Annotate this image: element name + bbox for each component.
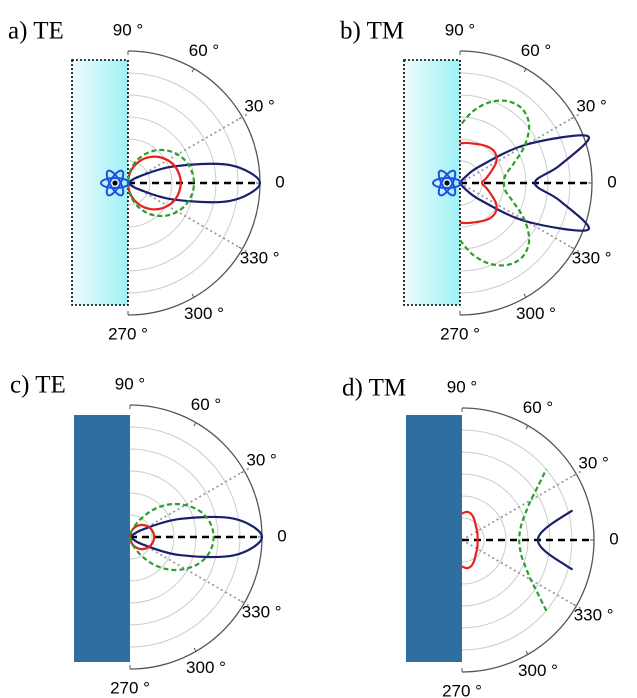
angle-tick-label: 60 ° [189,41,219,60]
angle-tick [193,647,197,652]
angle-tick-label: 0 [277,526,286,545]
grid-ring [461,495,507,585]
dielectric-slab [403,59,461,306]
grid-ring [127,138,173,228]
curve [128,523,156,551]
angle-tick [523,293,527,298]
panel-title: c) TE [10,372,66,399]
reference-line [459,182,580,253]
angle-tick-label: 60 ° [523,398,553,417]
angle-tick-label: 330 ° [240,248,280,267]
reference-line [129,467,250,538]
panel-title: a) TE [8,18,64,45]
grid-ring [129,514,153,560]
emitter-icon [100,169,130,197]
metal-slab [406,415,462,662]
angle-tick-label: 0 [607,172,616,191]
angle-tick-label: 60 ° [191,395,221,414]
curve [128,515,264,559]
grid-ring [461,517,485,563]
curve [126,155,182,211]
panel-c: 90 ° 60 ° 30 ° 0 330 ° 300 ° 270 ° c) TE [10,372,287,698]
angle-tick-label: 30 ° [576,96,606,115]
angle-tick-label: 330 ° [572,248,612,267]
angle-tick [525,650,529,655]
curve [459,141,498,225]
reference-line [127,182,248,253]
metal-slab [74,415,130,662]
orbit [437,169,457,197]
orbit [432,177,462,189]
angle-tick-label: 90 ° [447,377,477,396]
angle-tick [525,425,529,430]
angle-tick-label: 30 ° [578,453,608,472]
angle-tick-label: 30 ° [246,450,276,469]
curve [461,510,479,570]
angle-tick-label: 270 ° [108,324,148,343]
angle-tick [191,293,195,298]
curve [536,509,574,571]
orbit [100,177,130,189]
angle-tick-label: 90 ° [115,374,145,393]
angle-tick-label: 270 ° [440,324,480,343]
curve [126,148,196,218]
nucleus [111,179,119,187]
nucleus [443,179,451,187]
angle-tick-label: 330 ° [242,602,282,621]
angle-tick-label: 300 ° [184,304,224,323]
angle-tick [191,68,195,73]
angle-tick-label: 90 ° [445,20,475,39]
reference-line [127,113,248,184]
angle-tick [523,68,527,73]
orbit [105,169,125,197]
angle-tick [193,422,197,427]
angle-tick-label: 300 ° [518,661,558,680]
orbit [105,169,125,197]
angle-tick-label: 0 [275,172,284,191]
grid-ring [127,116,195,250]
grid-ring [129,492,175,582]
angle-tick-label: 300 ° [186,658,226,677]
dielectric-slab [71,59,129,306]
curve [459,99,531,267]
angle-tick-label: 30 ° [244,96,274,115]
angle-tick-label: 300 ° [516,304,556,323]
reference-line [129,536,250,607]
reference-line [461,539,582,610]
grid-ring [129,470,197,604]
emitter-icon [432,169,462,197]
angle-tick-label: 270 ° [442,681,482,698]
panel-a: 90 ° 60 ° 30 ° 0 330 ° 300 ° 270 ° a) TE [8,18,285,344]
grid-ring [459,116,527,250]
angle-tick-label: 60 ° [521,41,551,60]
curve [458,134,590,232]
curve [128,502,215,572]
panel-d: 90 ° 60 ° 30 ° 0 330 ° 300 ° 270 ° d) TM [342,375,619,698]
orbit [437,169,457,197]
grid-ring [461,473,529,607]
angle-tick-label: 90 ° [113,20,143,39]
angle-tick-label: 0 [609,529,618,548]
panel-title: d) TM [342,375,406,402]
curve [518,468,548,612]
panel-b: 90 ° 60 ° 30 ° 0 330 ° 300 ° 270 ° b) TM [340,18,617,344]
reference-line [461,470,582,541]
angle-tick-label: 270 ° [110,678,150,697]
angle-tick-label: 330 ° [574,605,614,624]
panel-title: b) TM [340,18,404,45]
reference-line [459,113,580,184]
